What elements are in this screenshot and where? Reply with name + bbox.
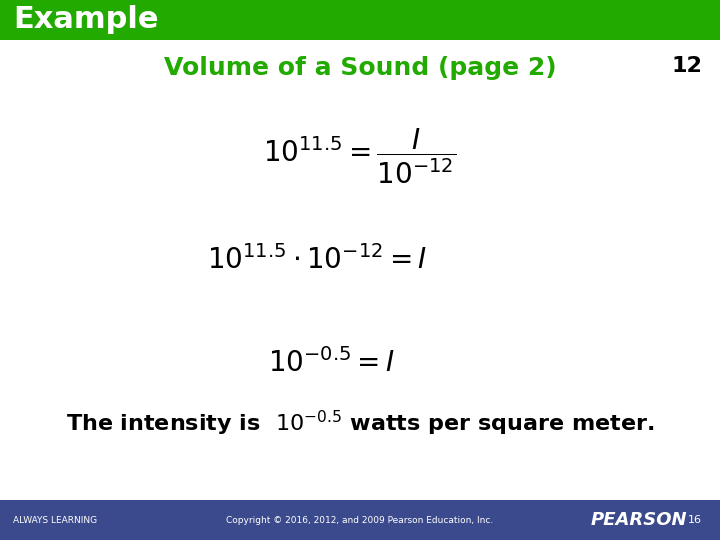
Text: The intensity is  $10^{-0.5}$ watts per square meter.: The intensity is $10^{-0.5}$ watts per s… <box>66 409 654 438</box>
FancyBboxPatch shape <box>0 0 720 40</box>
Text: PEARSON: PEARSON <box>590 511 687 529</box>
Text: 16: 16 <box>688 515 702 525</box>
Text: ALWAYS LEARNING: ALWAYS LEARNING <box>13 516 97 524</box>
Text: $10^{-0.5} = I$: $10^{-0.5} = I$ <box>268 348 395 377</box>
Text: $10^{11.5} = \dfrac{I}{10^{-12}}$: $10^{11.5} = \dfrac{I}{10^{-12}}$ <box>264 126 456 186</box>
FancyBboxPatch shape <box>0 500 720 540</box>
Text: Example: Example <box>13 5 158 35</box>
Text: Volume of a Sound (page 2): Volume of a Sound (page 2) <box>163 56 557 80</box>
Text: Copyright © 2016, 2012, and 2009 Pearson Education, Inc.: Copyright © 2016, 2012, and 2009 Pearson… <box>226 516 494 524</box>
Text: 12: 12 <box>671 56 702 76</box>
Text: $10^{11.5} \cdot 10^{-12} = I$: $10^{11.5} \cdot 10^{-12} = I$ <box>207 245 427 275</box>
